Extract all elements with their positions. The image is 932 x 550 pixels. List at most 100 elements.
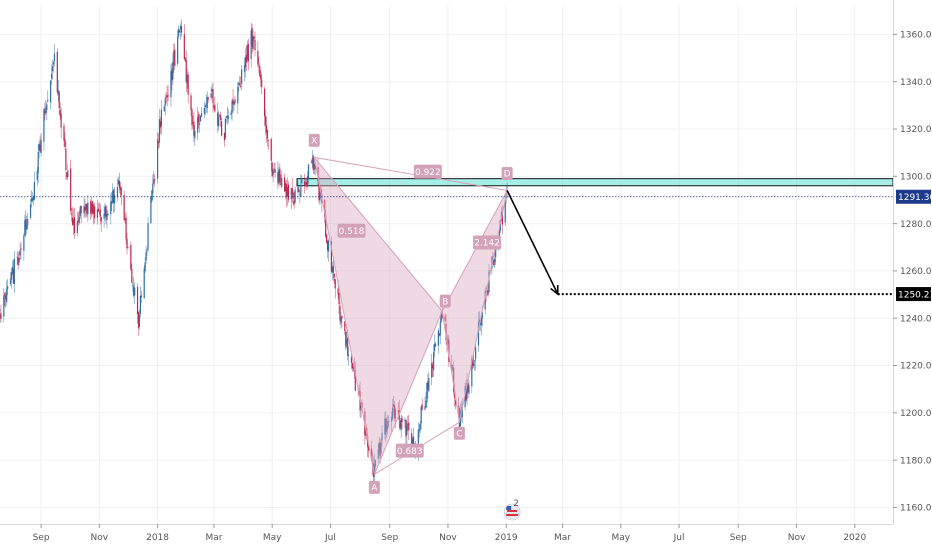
candle-251	[334, 278, 336, 299]
pattern-point-x[interactable]: X	[308, 133, 320, 147]
candle-67	[90, 199, 92, 220]
candle-90	[119, 181, 121, 198]
candle-88	[117, 176, 120, 186]
candle-139	[185, 51, 187, 93]
candle-104	[138, 309, 141, 331]
candle-84	[112, 183, 114, 204]
svg-text:2.142: 2.142	[474, 239, 500, 249]
candle-95	[126, 232, 128, 255]
candle-132	[177, 30, 179, 67]
candle-227	[304, 173, 306, 194]
candle-112	[150, 195, 152, 224]
candle-102	[136, 283, 139, 324]
candle-217	[290, 187, 292, 210]
candle-196	[261, 72, 263, 95]
candle-192	[257, 41, 259, 68]
candle-152	[203, 101, 205, 119]
x-tick-label-1: Nov	[91, 533, 109, 543]
y-tick-label-9: 1180.00	[900, 456, 932, 466]
candle-77	[103, 205, 105, 228]
candle-108	[144, 257, 146, 273]
candle-89	[118, 172, 120, 194]
candle-186	[247, 38, 249, 71]
candle-270	[360, 405, 362, 418]
candle-229	[305, 178, 308, 190]
pattern-ratio-2[interactable]: 2.142	[473, 235, 502, 250]
candle-156	[207, 96, 209, 103]
candle-263	[351, 362, 354, 372]
x-tick-label-14: 2020	[843, 533, 866, 543]
pattern-point-d[interactable]: D	[501, 166, 513, 180]
candle-133	[178, 25, 180, 39]
candle-232	[310, 159, 312, 163]
candle-324	[433, 344, 435, 378]
candle-299	[399, 420, 401, 429]
candle-2	[3, 288, 5, 323]
candle-163	[218, 110, 220, 131]
candle-230	[306, 171, 309, 188]
x-axis[interactable]: Sep Nov 2018 Mar May Jul Sep Nov 2019 Mar May Jul Se…	[0, 524, 893, 543]
candle-317	[424, 396, 426, 411]
candle-194	[259, 63, 261, 77]
candle-330	[440, 309, 442, 323]
candle-197	[263, 86, 266, 127]
candle-69	[92, 200, 94, 216]
candle-235	[313, 159, 315, 175]
y-tick-label-0: 1360.00	[900, 31, 932, 41]
candle-121	[160, 100, 163, 136]
candle-74	[98, 202, 100, 215]
candle-85	[113, 188, 115, 214]
candle-355	[474, 359, 476, 372]
candle-57	[76, 211, 78, 237]
pattern-point-b[interactable]: B	[439, 294, 451, 308]
candle-53	[71, 207, 73, 222]
candle-339	[453, 361, 455, 396]
current-price-tag: 1291.36	[896, 189, 932, 204]
event-flag-icon[interactable]	[503, 503, 521, 521]
candle-187	[250, 22, 252, 68]
candle-48	[64, 132, 66, 150]
candle-116	[154, 173, 156, 187]
target-price-tag: 1250.21	[896, 287, 932, 302]
x-tick-label-2: 2018	[146, 533, 169, 543]
candle-137	[183, 24, 185, 60]
pattern-triangle-xab	[313, 155, 443, 477]
candle-143	[191, 107, 193, 130]
candle-4	[5, 291, 7, 308]
price-lines	[0, 190, 893, 296]
x-tick-label-4: May	[263, 533, 282, 543]
svg-text:0.518: 0.518	[339, 227, 365, 237]
event-count: 2	[513, 499, 519, 509]
candle-129	[172, 52, 174, 85]
candle-119	[158, 108, 161, 148]
candle-328	[438, 332, 440, 337]
candle-234	[312, 154, 314, 174]
target-arrow-shaft	[506, 190, 559, 295]
candle-289	[386, 417, 388, 438]
candle-33	[44, 102, 46, 121]
pattern-point-a[interactable]: A	[368, 480, 380, 494]
candle-35	[46, 101, 48, 121]
grid-lines	[0, 6, 893, 524]
candle-80	[106, 209, 108, 229]
pattern-ratio-0[interactable]: 0.922	[413, 164, 442, 179]
candle-97	[130, 241, 132, 271]
candle-40	[52, 61, 55, 73]
candle-1	[0, 304, 2, 323]
candle-68	[91, 196, 93, 218]
pattern-ratio-3[interactable]: 0.683	[395, 443, 424, 458]
y-axis[interactable]: 1360.00 1340.00 1320.00 1300.00 1280.00 1260.…	[893, 0, 932, 550]
candle-50	[66, 172, 68, 180]
candle-245	[326, 240, 329, 259]
candle-60	[79, 205, 81, 219]
candle-165	[220, 111, 222, 127]
candle-147	[197, 106, 199, 140]
pattern-point-c[interactable]: C	[453, 426, 465, 440]
candle-297	[397, 402, 399, 418]
pattern-ratio-1[interactable]: 0.518	[337, 223, 366, 238]
event-badge[interactable]: 2	[503, 499, 521, 521]
candle-337	[451, 355, 453, 372]
candle-300	[400, 414, 402, 438]
candle-6	[7, 278, 9, 296]
